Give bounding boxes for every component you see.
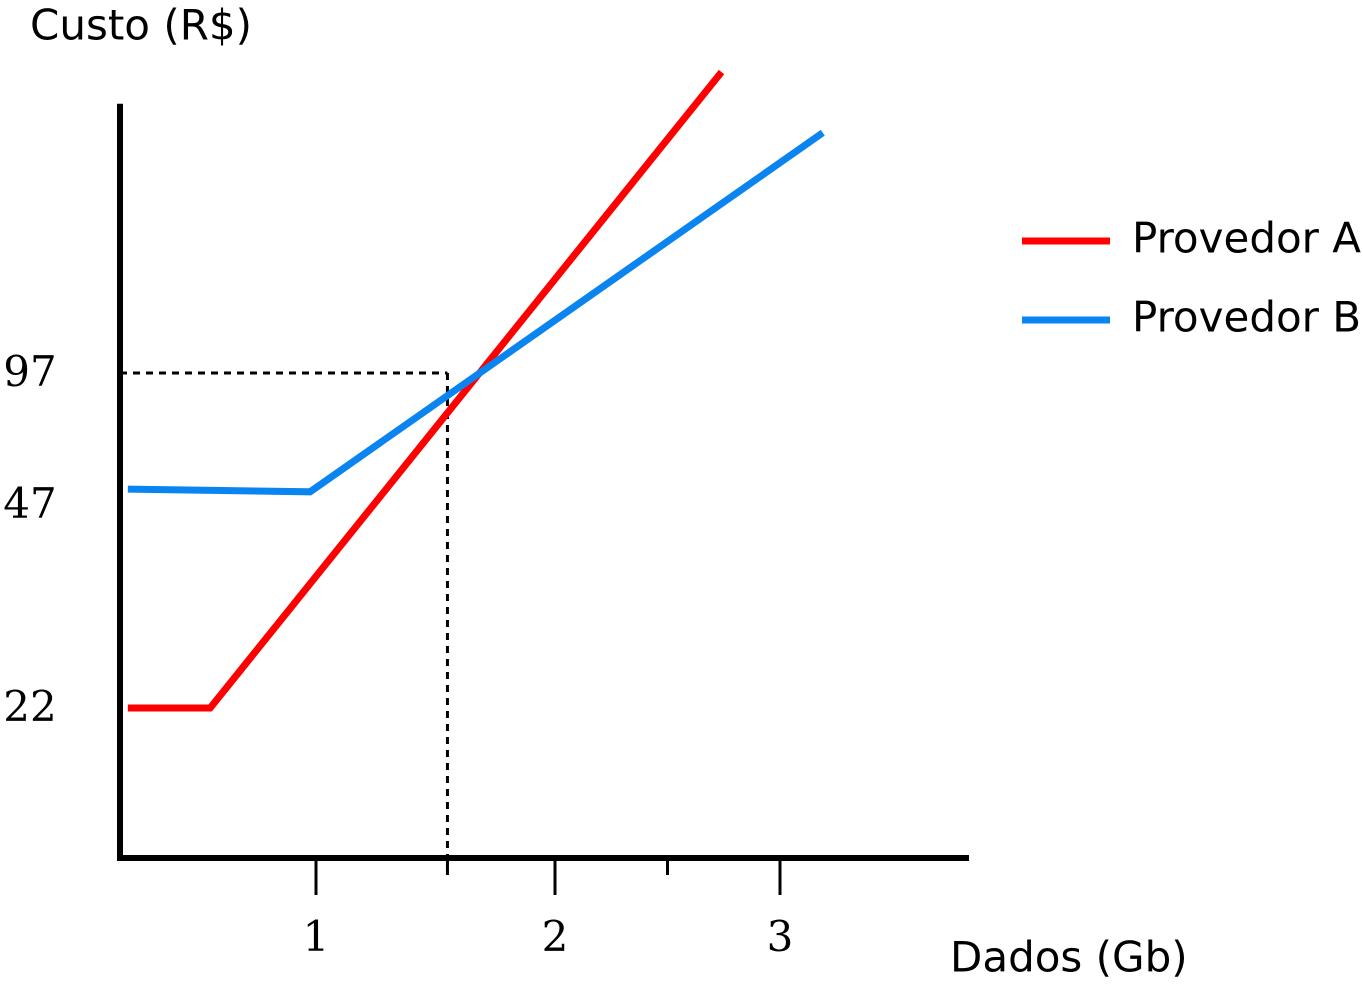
x-tick-label: 2 — [542, 912, 569, 961]
line — [127, 69, 725, 712]
y-tick-label: 22 — [3, 682, 56, 731]
legend-label: Provedor A — [1132, 214, 1361, 263]
y-axis-label: Custo (R$) — [30, 1, 252, 50]
y-tick-label: 47 — [3, 479, 56, 528]
y-tick-label: 97 — [3, 347, 56, 396]
x-tick-label: 1 — [303, 912, 330, 961]
x-axis-label: Dados (Gb) — [950, 933, 1188, 982]
legend-label: Provedor B — [1132, 293, 1361, 342]
line — [127, 129, 825, 496]
x-tick-label: 3 — [767, 912, 794, 961]
